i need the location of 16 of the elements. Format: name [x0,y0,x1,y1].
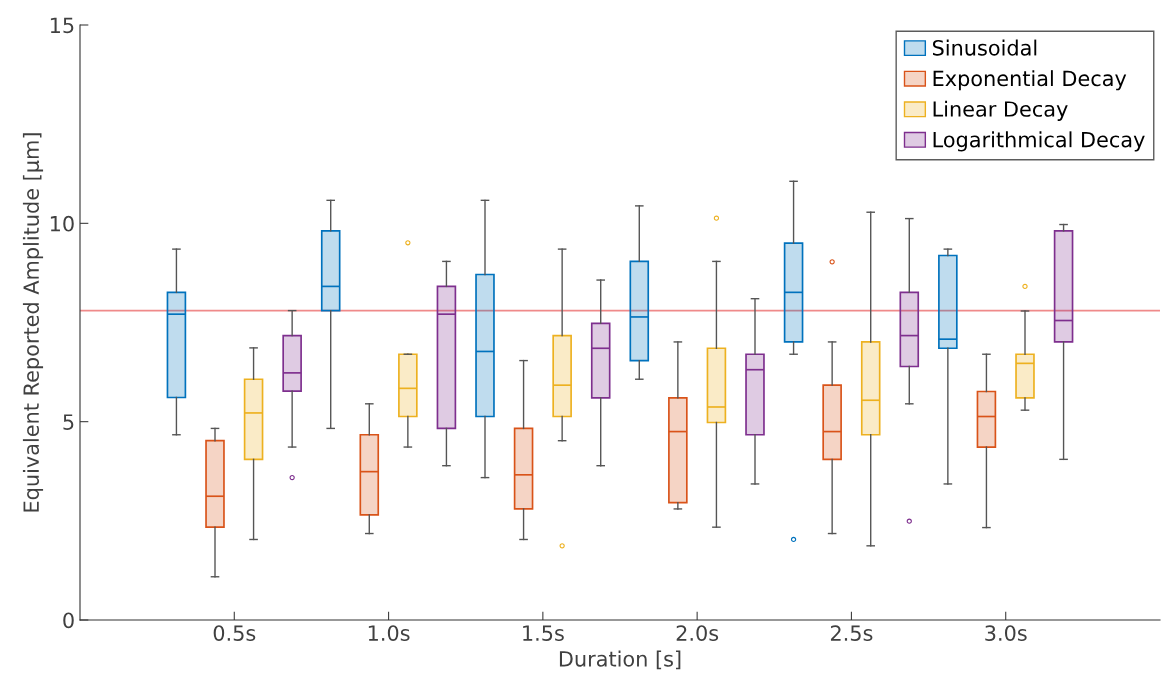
legend-label: Exponential Decay [933,70,1127,91]
x-tick-label: 1.0s [368,625,410,641]
y-tick-label: 0 [63,612,74,629]
x-tick-label: 0.5s [213,625,256,641]
y-tick-label: 15 [50,17,74,34]
x-axis-title: Duration [s] [559,650,681,670]
x-tick-label: 2.5s [830,625,873,641]
y-tick-label: 10 [50,215,74,232]
y-tick-label: 5 [63,414,74,430]
legend-label: Linear Decay [933,100,1068,121]
x-tick-label: 2.0s [676,625,719,641]
y-axis-title: Equivalent Reported Amplitude [µm] [22,133,44,512]
legend-label: Sinusoidal [932,39,1037,56]
x-tick-label: 3.0s [985,625,1027,641]
x-tick-label: 1.5s [523,625,564,641]
legend-label: Logarithmical Decay [933,131,1145,152]
